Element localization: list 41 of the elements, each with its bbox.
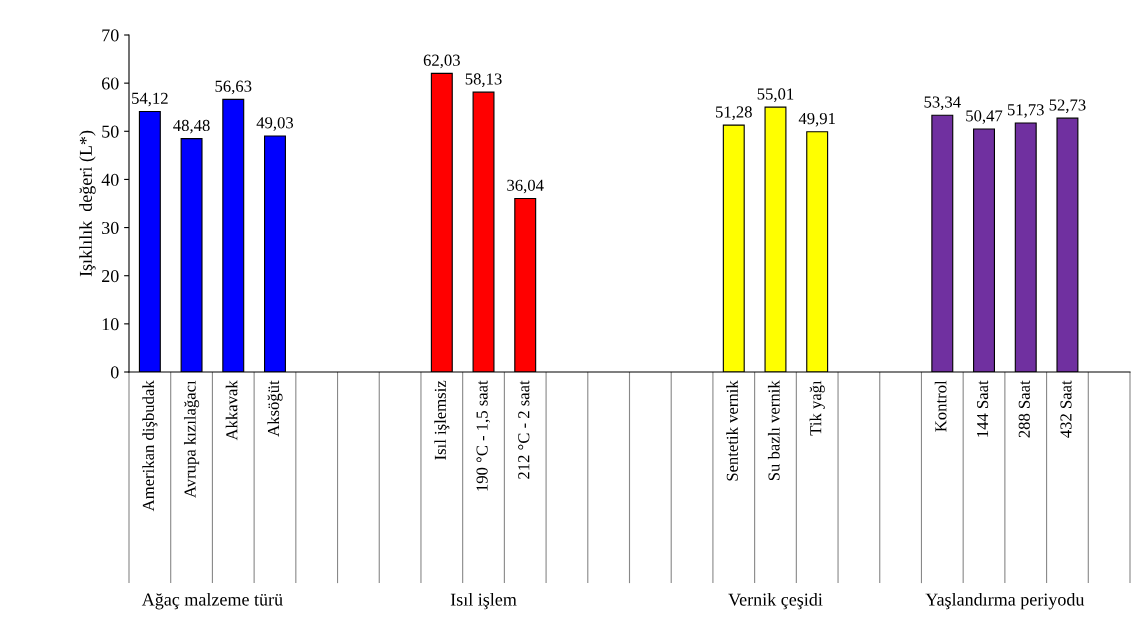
x-tick-label: Akkavak xyxy=(225,380,238,441)
x-tick-label: Isıl işlemsiz xyxy=(434,380,450,460)
y-tick-label: 0 xyxy=(110,366,119,379)
data-label: 54,12 xyxy=(132,92,168,107)
x-tick-label: Amerikan dişbudak xyxy=(142,380,158,512)
x-tick-label: Tik yağı xyxy=(809,380,825,436)
y-tick-label: 20 xyxy=(102,269,119,283)
data-label: 51,28 xyxy=(715,106,752,120)
data-label: 49,03 xyxy=(256,117,294,131)
x-tick-label: 144 Saat xyxy=(976,380,989,437)
text: Isıl işlem xyxy=(450,592,517,610)
data-label: 62,03 xyxy=(423,54,460,69)
data-label: 48,48 xyxy=(173,119,210,134)
data-label: 50,47 xyxy=(966,110,1003,124)
x-tick-label: 212 °C - 2 saat xyxy=(518,380,530,479)
y-tick-label: 50 xyxy=(102,125,119,138)
text: Vernik çeşidi xyxy=(728,592,823,610)
y-tick-label: 60 xyxy=(102,77,119,90)
data-label: 36,04 xyxy=(507,179,544,194)
data-label: 49,91 xyxy=(798,112,835,127)
x-tick-label: Su bazlı vernik xyxy=(767,380,780,481)
data-label: 52,73 xyxy=(1049,99,1086,113)
data-label: 53,34 xyxy=(924,96,961,111)
x-tick-label: 432 Saat xyxy=(1060,380,1072,438)
data-label: 55,01 xyxy=(757,88,794,103)
data-label: 56,63 xyxy=(215,80,252,95)
x-tick-label: 288 Saat xyxy=(1018,380,1030,438)
y-tick-label: 30 xyxy=(102,221,119,235)
x-tick-label: Avrupa kızılağacı xyxy=(183,380,200,498)
data-label: 58,13 xyxy=(465,73,502,87)
data-label: 51,73 xyxy=(1007,104,1044,118)
text: Yaşlandırma periyodu xyxy=(925,592,1085,610)
x-tick-label: Aksöğüt xyxy=(267,380,283,437)
y-tick-label: 40 xyxy=(101,173,119,186)
y-axis-title: Işıklılık değeri (L*) xyxy=(79,130,96,277)
y-tick-label: 10 xyxy=(102,318,119,331)
text: Ağaç malzeme türü xyxy=(141,592,283,610)
y-tick-label: 70 xyxy=(102,29,119,42)
x-tick-label: Sentetik vernik xyxy=(726,380,738,481)
x-tick-label: Kontrol xyxy=(934,380,947,432)
x-tick-label: 190 °C - 1,5 saat xyxy=(476,380,491,491)
